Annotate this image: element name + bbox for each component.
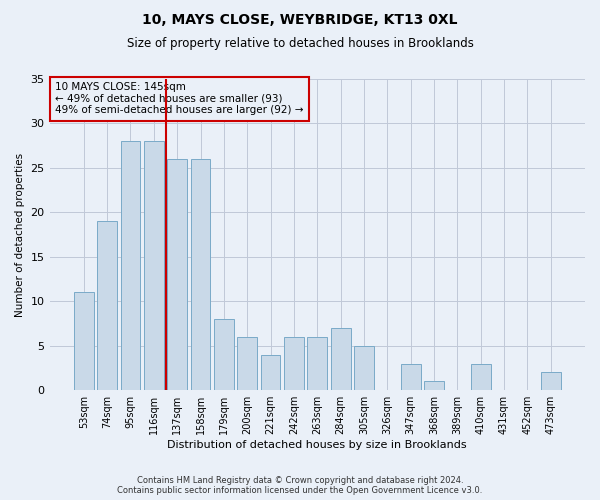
Bar [167, 159, 187, 390]
Bar [191, 159, 211, 390]
Text: Contains HM Land Registry data © Crown copyright and database right 2024.
Contai: Contains HM Land Registry data © Crown c… [118, 476, 482, 495]
Bar [354, 346, 374, 390]
Bar [541, 372, 560, 390]
Bar [331, 328, 350, 390]
Bar [424, 382, 444, 390]
Text: 10 MAYS CLOSE: 145sqm
← 49% of detached houses are smaller (93)
49% of semi-deta: 10 MAYS CLOSE: 145sqm ← 49% of detached … [55, 82, 304, 116]
Text: 10, MAYS CLOSE, WEYBRIDGE, KT13 0XL: 10, MAYS CLOSE, WEYBRIDGE, KT13 0XL [142, 12, 458, 26]
Bar [284, 337, 304, 390]
Bar [471, 364, 491, 390]
Bar [97, 222, 117, 390]
Bar [214, 319, 234, 390]
Bar [74, 292, 94, 390]
Text: Size of property relative to detached houses in Brooklands: Size of property relative to detached ho… [127, 38, 473, 51]
X-axis label: Distribution of detached houses by size in Brooklands: Distribution of detached houses by size … [167, 440, 467, 450]
Y-axis label: Number of detached properties: Number of detached properties [15, 152, 25, 316]
Bar [144, 141, 164, 390]
Bar [238, 337, 257, 390]
Bar [260, 354, 280, 390]
Bar [401, 364, 421, 390]
Bar [121, 141, 140, 390]
Bar [307, 337, 327, 390]
